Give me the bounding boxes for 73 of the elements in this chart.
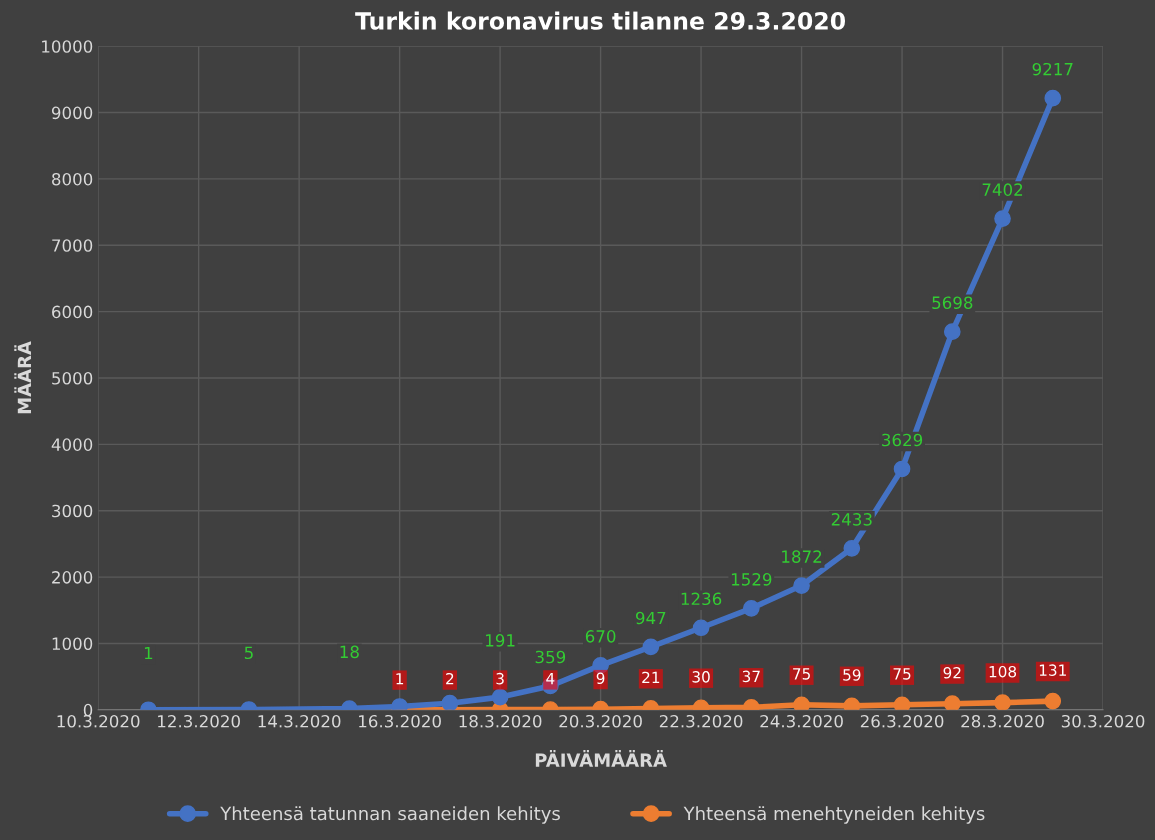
point — [994, 210, 1011, 227]
y-tick-label: 5000 — [52, 371, 93, 385]
y-tick-label: 1000 — [52, 637, 93, 651]
data-label: 2433 — [831, 513, 872, 526]
point — [1044, 89, 1062, 107]
data-label: 670 — [585, 630, 616, 643]
point — [943, 695, 961, 710]
point — [893, 696, 911, 710]
point — [843, 540, 861, 557]
data-label: 59 — [843, 669, 861, 681]
data-label: 5 — [244, 646, 253, 660]
data-label: 2 — [446, 672, 454, 685]
x-tick-label: 12.3.2020 — [158, 714, 240, 728]
x-tick-label: 30.3.2020 — [1061, 714, 1145, 728]
x-tick-label: 20.3.2020 — [559, 714, 642, 728]
data-label: 1 — [396, 673, 404, 685]
data-label: 191 — [486, 634, 515, 647]
data-label: 9217 — [1032, 62, 1073, 76]
data-label: 947 — [635, 611, 666, 625]
point — [994, 694, 1011, 710]
y-tick-label: 4000 — [51, 438, 93, 451]
point — [441, 694, 459, 710]
x-tick-label: 24.3.2020 — [760, 714, 843, 728]
data-label: 5698 — [932, 296, 973, 310]
data-label: 30 — [692, 671, 710, 683]
point — [592, 657, 609, 674]
point — [491, 688, 509, 706]
data-label: 9 — [596, 672, 605, 685]
y-tick-label: 2000 — [52, 571, 93, 584]
point — [793, 577, 810, 594]
x-tick-label: 22.3.2020 — [659, 714, 743, 728]
point — [943, 323, 961, 341]
y-tick-label: 9000 — [51, 106, 93, 120]
data-label: 1872 — [782, 550, 822, 563]
x-tick-label: 28.3.2020 — [961, 714, 1044, 728]
point — [893, 460, 911, 478]
point — [1044, 692, 1062, 710]
data-label: 4 — [546, 673, 555, 685]
data-label: 75 — [893, 668, 911, 680]
data-label: 3629 — [882, 433, 923, 447]
x-axis-title: PÄIVÄMÄÄRÄ — [535, 750, 667, 767]
data-label: 131 — [1039, 664, 1066, 676]
data-label: 3 — [496, 672, 504, 685]
y-tick-label: 3000 — [52, 504, 93, 518]
point — [742, 600, 760, 617]
legend-label: Yhteensä tatunnan saaneiden kehitys — [220, 806, 560, 824]
y-axis-title: MÄÄRÄ — [14, 341, 31, 414]
data-label: 18 — [340, 645, 359, 659]
y-tick-label: 10000 — [42, 40, 93, 53]
data-label: 359 — [535, 650, 566, 664]
point — [642, 638, 660, 656]
data-label: 1529 — [731, 573, 772, 586]
x-tick-label: 16.3.2020 — [359, 714, 441, 728]
data-label: 108 — [989, 665, 1017, 678]
data-label: 75 — [793, 668, 810, 680]
chart-title: Turkin koronavirus tilanne 29.3.2020 — [355, 11, 846, 30]
data-label: 37 — [742, 670, 760, 683]
data-label: 7402 — [982, 183, 1023, 196]
data-label: 1236 — [681, 592, 722, 606]
y-tick-label: 0 — [83, 703, 93, 717]
data-label: 92 — [943, 666, 961, 679]
point — [793, 696, 810, 710]
x-tick-label: 18.3.2020 — [459, 714, 542, 728]
y-tick-label: 8000 — [52, 172, 93, 186]
x-tick-label: 10.3.2020 — [57, 714, 140, 728]
x-tick-label: 14.3.2020 — [258, 714, 341, 728]
data-label: 21 — [642, 671, 660, 684]
y-tick-label: 6000 — [52, 305, 93, 319]
data-label: 1 — [144, 646, 153, 660]
y-tick-label: 7000 — [52, 239, 93, 252]
x-tick-label: 26.3.2020 — [860, 714, 944, 728]
legend-label: Yhteensä menehtyneiden kehitys — [683, 806, 985, 824]
point — [692, 619, 710, 637]
